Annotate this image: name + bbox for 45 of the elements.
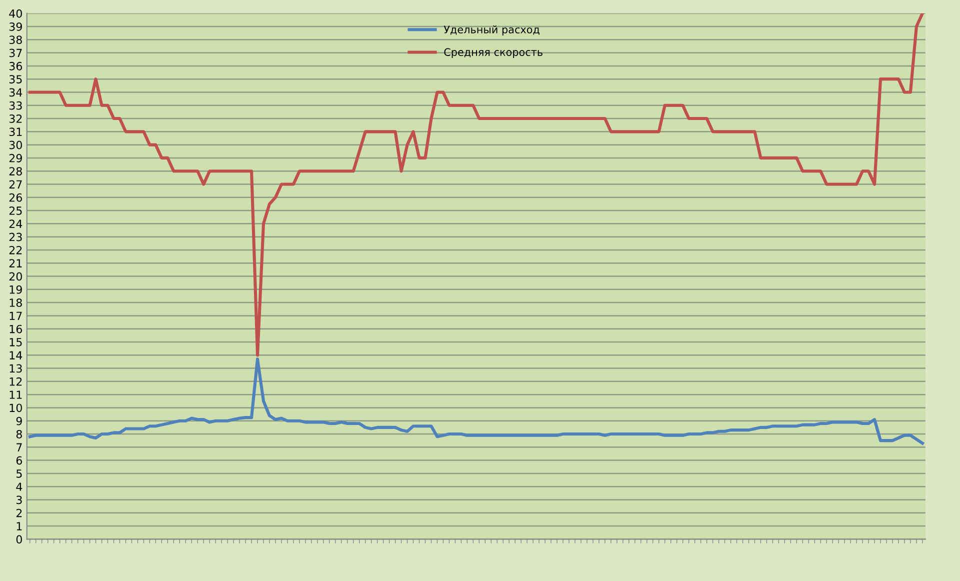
- y-tick-label: 7: [16, 443, 22, 452]
- y-tick-label: 29: [9, 154, 22, 162]
- y-tick-label: 19: [10, 285, 22, 294]
- y-tick-label: 36: [9, 62, 22, 70]
- y-tick-label: 26: [9, 193, 22, 202]
- y-tick-label: 39: [9, 22, 22, 31]
- y-tick-label: 24: [9, 220, 22, 228]
- y-tick-label: 31: [9, 128, 22, 136]
- y-tick-label: 16: [10, 324, 22, 334]
- y-tick-label: 0: [16, 535, 22, 544]
- line-series: [28, 13, 924, 357]
- legend-label: Средняя скорость: [444, 48, 542, 58]
- y-tick-label: 2: [16, 508, 22, 518]
- y-tick-label: 14: [10, 351, 22, 360]
- y-tick-label: 34: [9, 88, 22, 97]
- y-tick-label: 18: [10, 298, 22, 307]
- line-series: [28, 358, 924, 445]
- y-tick-label: 25: [9, 206, 22, 215]
- y-tick-label: 9: [16, 416, 22, 426]
- y-tick-label: 27: [9, 180, 22, 188]
- y-tick-label: 15: [10, 338, 22, 346]
- y-tick-label: 37: [9, 48, 22, 58]
- y-tick-label: 40: [9, 9, 22, 18]
- y-tick-label: 38: [9, 36, 22, 44]
- y-tick-label: 28: [9, 167, 22, 176]
- y-tick-label: 13: [10, 364, 22, 373]
- y-tick-label: 8: [16, 430, 22, 438]
- y-tick-label: 11: [10, 390, 22, 399]
- y-tick-label: 3: [16, 496, 22, 504]
- y-tick-label: 32: [9, 114, 22, 123]
- y-tick-label: 6: [16, 456, 22, 465]
- y-tick-label: 22: [9, 246, 22, 254]
- y-tick-label: 1: [16, 522, 22, 530]
- y-tick-label: 21: [9, 259, 22, 268]
- y-tick-label: 33: [9, 101, 22, 110]
- y-tick-label: 30: [9, 140, 22, 150]
- y-tick-label: 20: [9, 272, 22, 281]
- y-tick-label: 5: [16, 470, 22, 478]
- y-tick-label: 10: [10, 404, 22, 412]
- y-tick-label: 12: [10, 377, 22, 386]
- y-tick-label: 23: [9, 232, 22, 242]
- y-tick-label: 17: [10, 312, 22, 320]
- legend-label: Удельный расход: [444, 25, 540, 36]
- y-tick-label: 35: [9, 75, 22, 84]
- y-tick-label: 4: [16, 482, 22, 491]
